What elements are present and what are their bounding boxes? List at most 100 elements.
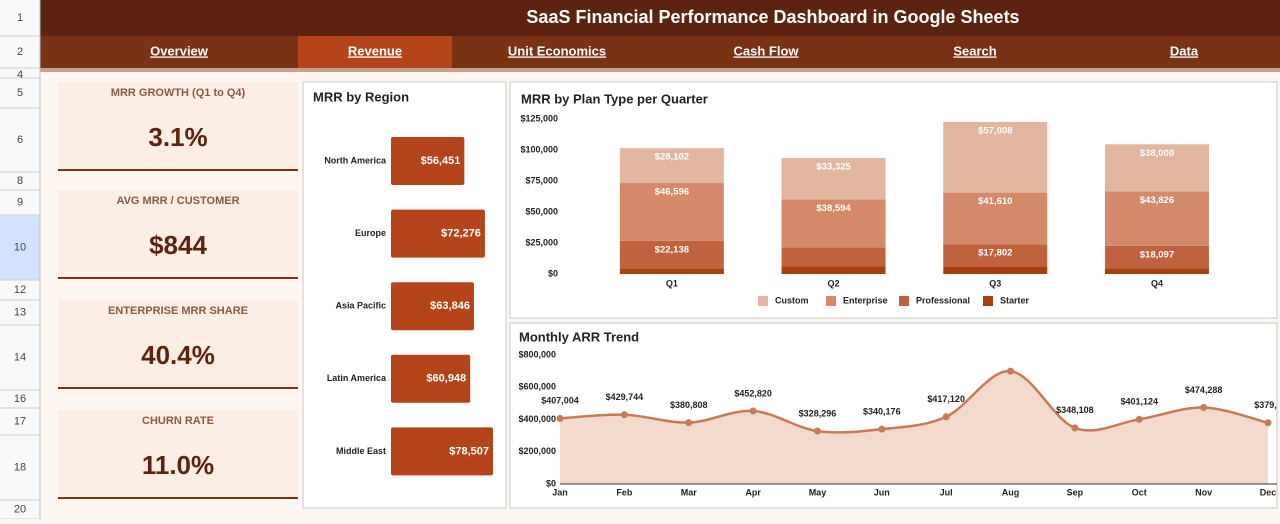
- value-label: $379,5: [1254, 400, 1280, 410]
- point: [1264, 419, 1272, 427]
- category-label: Middle East: [336, 446, 386, 456]
- legend-label: Custom: [775, 295, 809, 305]
- value-label: $17,802: [978, 248, 1012, 259]
- row-number: 4: [17, 69, 23, 81]
- value-label: $340,176: [863, 407, 901, 417]
- nav-bar: [0, 36, 1280, 68]
- point: [813, 427, 821, 435]
- x-tick-label: Q4: [1151, 278, 1163, 288]
- chart-title: MRR by Plan Type per Quarter: [521, 91, 708, 106]
- legend-label: Starter: [1000, 295, 1030, 305]
- legend-swatch: [899, 296, 909, 306]
- nav-tab[interactable]: Search: [953, 43, 996, 58]
- row-number: 12: [14, 284, 26, 296]
- nav-tab[interactable]: Cash Flow: [733, 43, 799, 58]
- kpi-label: ENTERPRISE MRR SHARE: [108, 305, 248, 317]
- bar-segment: [943, 192, 1048, 245]
- bar-segment: [619, 240, 724, 269]
- legend-label: Professional: [916, 295, 970, 305]
- point: [942, 413, 950, 421]
- kpi-underline: [58, 277, 298, 279]
- y-tick-label: $125,000: [520, 113, 558, 123]
- kpi-card: [58, 410, 298, 498]
- bar: [391, 137, 465, 185]
- kpi-value: 3.1%: [148, 122, 207, 152]
- category-label: Europe: [355, 228, 386, 238]
- x-tick-label: Jun: [874, 487, 890, 497]
- nav-tab[interactable]: Revenue: [348, 43, 402, 58]
- row-number: 14: [14, 351, 26, 363]
- chart-title: MRR by Region: [313, 89, 409, 104]
- nav-tab[interactable]: Unit Economics: [508, 43, 606, 58]
- bar-segment: [619, 148, 724, 184]
- point: [1135, 415, 1143, 423]
- chart-title: Monthly ARR Trend: [519, 329, 639, 344]
- x-tick-label: Jul: [940, 487, 953, 497]
- kpi-underline: [58, 497, 298, 499]
- y-tick-label: $100,000: [520, 144, 558, 154]
- kpi-underline: [58, 387, 298, 389]
- x-tick-label: May: [809, 487, 827, 497]
- area: [560, 371, 1268, 484]
- row-number: 18: [14, 461, 26, 473]
- point: [1071, 424, 1079, 432]
- x-tick-label: Sep: [1067, 487, 1084, 497]
- bar: [391, 427, 493, 476]
- value-label: $348,108: [1056, 405, 1094, 415]
- value-label: $380,808: [670, 400, 708, 410]
- y-tick-label: $200,000: [518, 446, 556, 456]
- category-label: Latin America: [327, 373, 387, 383]
- point: [620, 411, 628, 419]
- value-label: $28,102: [655, 152, 689, 163]
- kpi-value: 40.4%: [141, 340, 215, 370]
- nav-tab[interactable]: Data: [1170, 43, 1199, 58]
- value-label: $33,325: [816, 162, 851, 173]
- legend-swatch: [826, 296, 836, 306]
- bar-segment: [1104, 191, 1209, 246]
- legend-swatch: [758, 296, 768, 306]
- y-tick-label: $50,000: [525, 206, 558, 216]
- kpi-label: MRR GROWTH (Q1 to Q4): [111, 87, 246, 99]
- bar-segment: [1104, 144, 1209, 192]
- row-number: 9: [17, 196, 23, 208]
- x-tick-label: Q3: [989, 278, 1001, 288]
- value-label: $57,008: [978, 125, 1012, 136]
- row-number: 5: [17, 87, 23, 99]
- row-number: 20: [14, 503, 26, 515]
- kpi-value: 11.0%: [142, 450, 214, 480]
- y-tick-label: $0: [548, 268, 558, 278]
- x-tick-label: Mar: [681, 487, 698, 497]
- value-label: $56,451: [421, 155, 461, 167]
- x-tick-label: Oct: [1132, 487, 1147, 497]
- kpi-underline: [58, 169, 298, 171]
- y-tick-label: $800,000: [518, 349, 556, 359]
- y-tick-label: $25,000: [525, 237, 558, 247]
- point: [556, 414, 564, 422]
- value-label: $63,846: [430, 300, 470, 312]
- x-tick-label: Jan: [552, 487, 568, 497]
- point: [878, 425, 886, 433]
- value-label: $38,594: [816, 203, 851, 214]
- value-label: $429,744: [606, 392, 644, 402]
- legend-label: Enterprise: [843, 295, 888, 305]
- point: [685, 419, 693, 427]
- kpi-card: [58, 82, 298, 170]
- x-tick-label: Q2: [828, 278, 840, 288]
- nav-tab[interactable]: Overview: [150, 43, 209, 58]
- active-tab: [298, 36, 452, 68]
- kpi-value: $844: [149, 230, 207, 260]
- row-number: 13: [14, 306, 26, 318]
- kpi-label: AVG MRR / CUSTOMER: [116, 195, 239, 207]
- row-number: 10: [14, 241, 26, 253]
- y-tick-label: $75,000: [525, 175, 558, 185]
- value-label: $78,507: [449, 445, 489, 457]
- value-label: $474,288: [1185, 385, 1223, 395]
- value-label: $452,820: [734, 388, 772, 398]
- legend-swatch: [983, 296, 993, 306]
- row-number: 2: [17, 46, 23, 58]
- x-tick-label: Q1: [666, 278, 678, 288]
- x-tick-label: Nov: [1195, 487, 1212, 497]
- row-number: 17: [14, 415, 26, 427]
- value-label: $72,276: [441, 228, 481, 240]
